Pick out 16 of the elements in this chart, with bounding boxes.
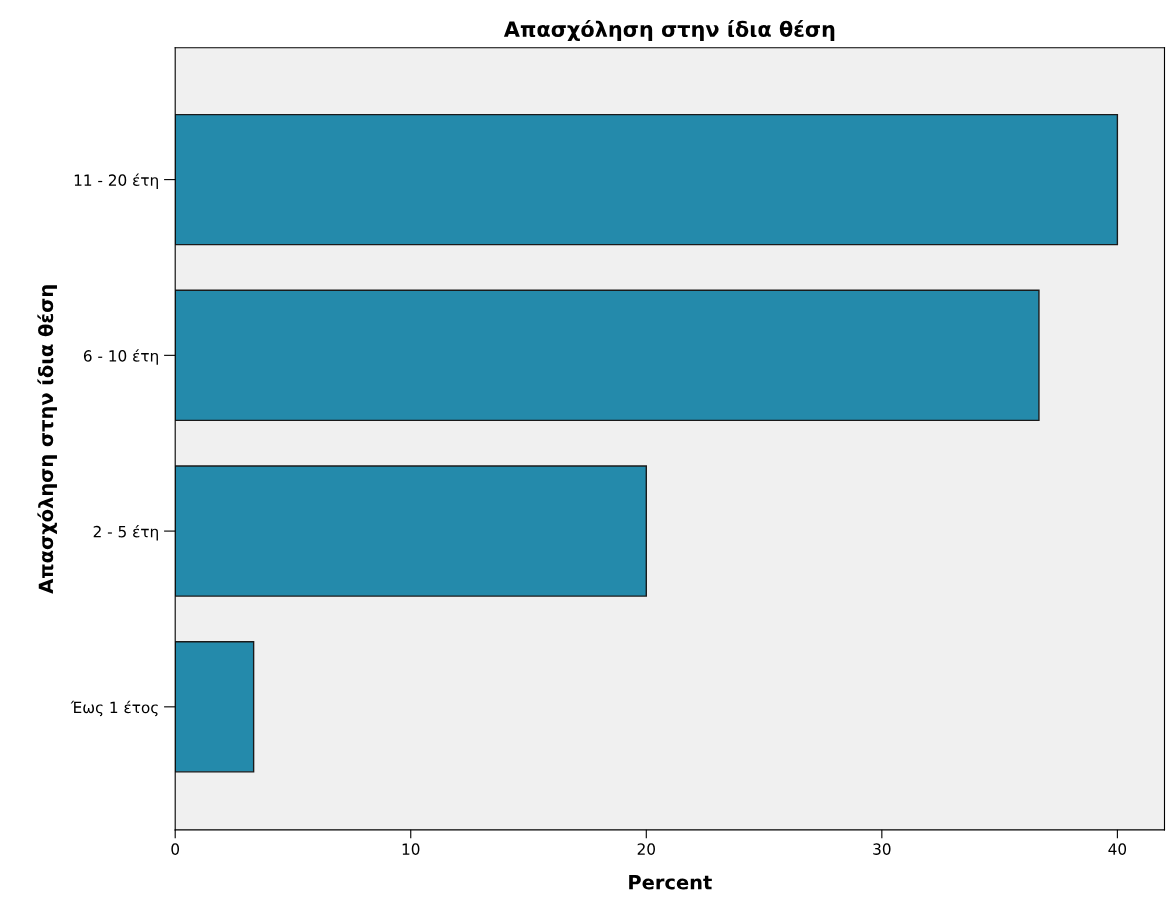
x-tick-label: 20 (637, 843, 655, 855)
bar (175, 641, 255, 773)
x-tick-label: 40 (1108, 843, 1127, 855)
x-tick-label: 30 (873, 843, 891, 855)
x-tick-label: 10 (402, 843, 420, 855)
x-axis-title: Percent (629, 875, 712, 890)
y-tick-label: 2 - 5 έτη (93, 524, 158, 541)
y-tick-label: 6 - 10 έτη (83, 349, 158, 365)
bar (175, 289, 1040, 422)
y-tick-label: Έως 1 έτος (70, 700, 158, 717)
bar (175, 465, 647, 597)
chart-title: Απασχόληση στην ίδια θέση (503, 20, 835, 42)
x-tick-label: 0 (171, 843, 180, 855)
y-axis-title: Απασχόληση στην ίδια θέση (37, 285, 57, 594)
y-tick-label: 11 - 20 έτη (74, 173, 158, 189)
bar (175, 113, 1119, 246)
